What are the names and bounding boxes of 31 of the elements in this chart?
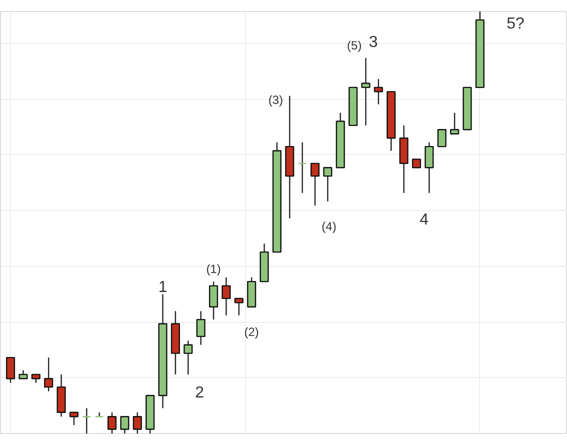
- candlestick: [374, 78, 383, 105]
- annotation: (4): [322, 220, 336, 234]
- candlestick: [208, 280, 218, 320]
- candlestick: [6, 356, 16, 384]
- annotation: (5): [347, 38, 362, 52]
- candlestick: [298, 142, 307, 194]
- candlestick: [437, 129, 446, 148]
- annotation: 4: [420, 211, 429, 228]
- candlestick: [424, 142, 434, 194]
- candlestick: [120, 416, 130, 434]
- candlestick: [234, 298, 244, 316]
- candlestick: [132, 412, 142, 434]
- candlestick: [361, 57, 370, 126]
- candlestick: [107, 412, 117, 434]
- candlestick: [196, 310, 206, 346]
- annotation: (3): [268, 93, 284, 108]
- candlestick: [94, 412, 104, 418]
- candlestick: [310, 162, 320, 206]
- candlestick: [222, 276, 231, 316]
- candlestick: [44, 356, 54, 392]
- candlestick: [82, 408, 92, 434]
- candlestick: [69, 412, 78, 426]
- annotation: 1: [158, 278, 168, 296]
- candlestick: [323, 167, 332, 202]
- candlestick: [184, 340, 193, 376]
- annotation: 2: [195, 384, 204, 402]
- annotation: (2): [244, 325, 259, 340]
- candlestick: [450, 112, 460, 134]
- text: 5?: [506, 16, 524, 33]
- annotation: (1): [206, 262, 221, 276]
- annotation: 3: [368, 34, 378, 52]
